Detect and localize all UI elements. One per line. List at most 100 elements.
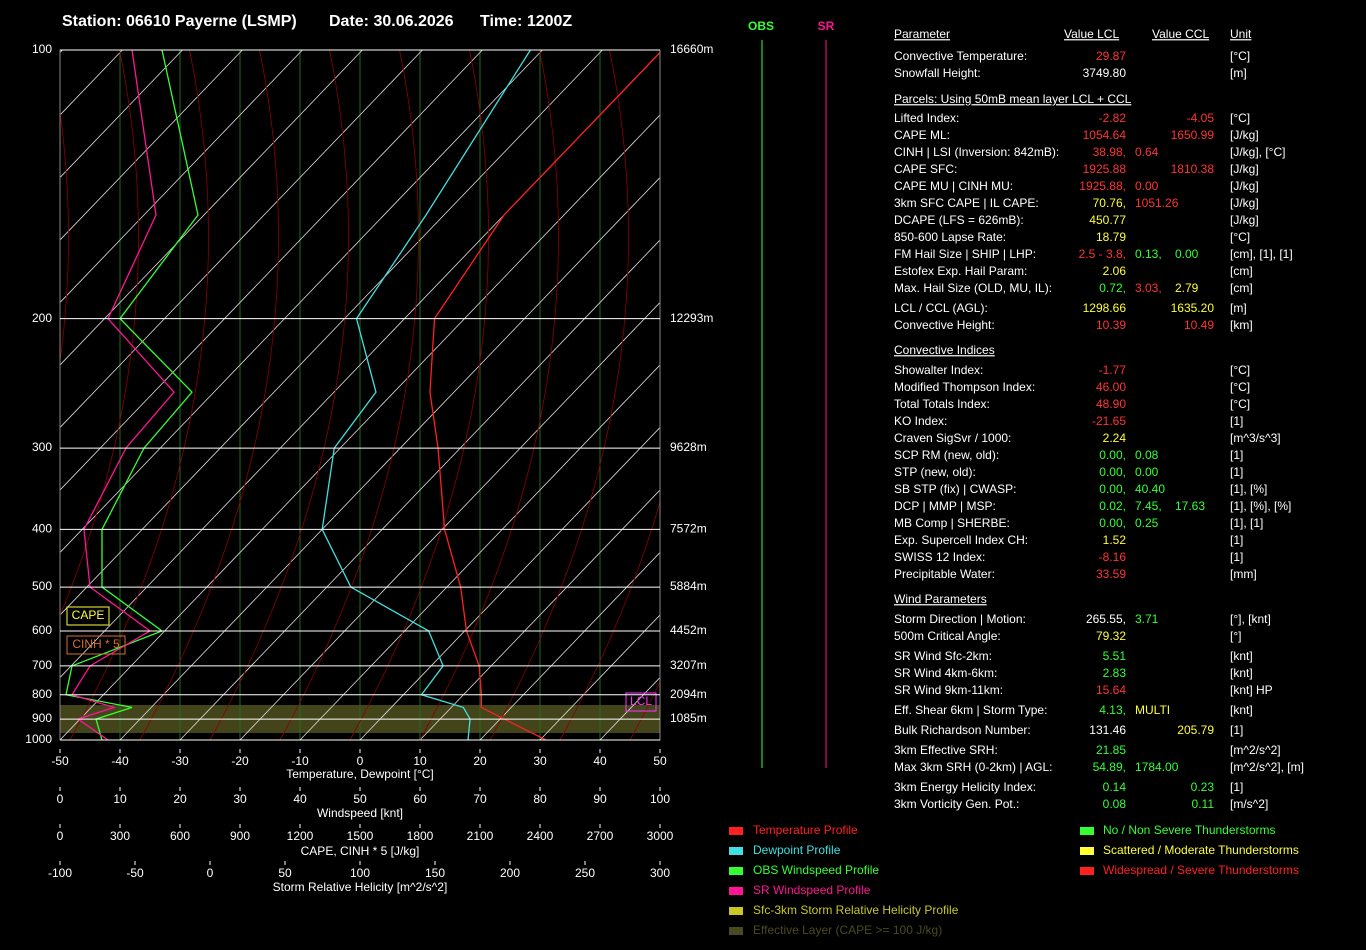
table-header: Value CCL	[1152, 27, 1209, 41]
value-lcl: 450.77	[1089, 213, 1126, 227]
pressure-label: 600	[32, 623, 52, 637]
height-label: 3207m	[670, 658, 707, 672]
value-lcl: 1.52	[1103, 533, 1127, 547]
value-lcl: 54.89,	[1093, 760, 1126, 774]
param-label: Modified Thompson Index:	[894, 380, 1035, 394]
axis-tick-label: 300	[650, 866, 670, 880]
axis-tick-label: 40	[293, 792, 307, 806]
value-lcl: 3.03,	[1135, 281, 1162, 295]
param-label: Lifted Index:	[894, 111, 959, 125]
value-lcl: 29.87	[1096, 49, 1126, 63]
param-label: MB Comp | SHERBE:	[894, 516, 1010, 530]
value-lcl: 0.08	[1103, 797, 1127, 811]
section-title: Parcels: Using 50mB mean layer LCL + CCL	[894, 92, 1132, 106]
param-label: CAPE MU | CINH MU:	[894, 179, 1013, 193]
legend-text: OBS Windspeed Profile	[753, 863, 879, 877]
cape-badge	[66, 606, 110, 626]
param-label: 3km Vorticity Gen. Pot.:	[894, 797, 1019, 811]
axis-tick-label: 80	[533, 792, 547, 806]
height-label: 4452m	[670, 623, 707, 637]
unit: [cm], [1], [1]	[1230, 247, 1293, 261]
isotherm	[119, 176, 660, 740]
height-label: 7572m	[670, 522, 707, 536]
isotherm	[359, 426, 660, 740]
value-lcl: 21.85	[1096, 743, 1126, 757]
unit: [J/kg]	[1230, 162, 1259, 176]
param-label: Showalter Index:	[894, 363, 983, 377]
value-lcl: 131.46	[1089, 723, 1126, 737]
value-lcl: 1784.00	[1135, 760, 1179, 774]
table-header: Value LCL	[1064, 27, 1119, 41]
param-label: LCL / CCL (AGL):	[894, 301, 988, 315]
legend-text: Temperature Profile	[753, 823, 858, 837]
value-lcl: 38.98,	[1093, 145, 1126, 159]
axis-tick-label: 150	[425, 866, 445, 880]
legend-text: SR Windspeed Profile	[753, 883, 871, 897]
isotherm	[239, 301, 660, 740]
axis-tick-label: -50	[51, 754, 69, 768]
isotherm	[479, 551, 660, 740]
unit: [1], [%]	[1230, 482, 1267, 496]
legend-text: Sfc-3km Storm Relative Helicity Profile	[753, 903, 959, 917]
param-label: Max 3km SRH (0-2km) | AGL:	[894, 760, 1052, 774]
unit: [knt]	[1230, 703, 1253, 717]
value-lcl: -21.65	[1092, 414, 1126, 428]
axis-tick-label: 1500	[347, 829, 374, 843]
value-lcl: 33.59	[1096, 567, 1126, 581]
axis-tick-label: 90	[593, 792, 607, 806]
axis-tick-label: -10	[291, 754, 309, 768]
value-ccl: 1650.99	[1171, 128, 1215, 142]
unit: [°C]	[1230, 363, 1250, 377]
axis-label: CAPE, CINH * 5 [J/kg]	[301, 844, 420, 858]
legend-swatch	[729, 827, 743, 835]
unit: [°]	[1230, 629, 1241, 643]
unit: [°C]	[1230, 49, 1250, 63]
param-label: CAPE ML:	[894, 128, 950, 142]
cape-badge-text: CAPE	[72, 608, 105, 622]
axis-tick-label: -20	[231, 754, 249, 768]
unit: [J/kg]	[1230, 128, 1259, 142]
legend-swatch	[729, 887, 743, 895]
dry-adiabat	[139, 50, 279, 740]
value-lcl: 265.55,	[1086, 612, 1126, 626]
value-lcl: 0.08	[1135, 448, 1159, 462]
param-label: Convective Height:	[894, 318, 995, 332]
isotherm	[60, 50, 423, 429]
time: Time: 1200Z	[480, 13, 572, 30]
value-lcl: 79.32	[1096, 629, 1126, 643]
value-lcl: 2.79	[1175, 281, 1199, 295]
value-lcl: 1925.88	[1083, 162, 1127, 176]
legend-swatch	[729, 867, 743, 875]
isotherm	[60, 50, 183, 179]
value-lcl: 0.00,	[1099, 482, 1126, 496]
table-header: Unit	[1230, 27, 1252, 41]
value-lcl: 3749.80	[1083, 66, 1127, 80]
dry-adiabat	[69, 50, 209, 740]
axis-tick-label: 250	[575, 866, 595, 880]
value-lcl: 3.71	[1135, 612, 1159, 626]
value-ccl: 0.23	[1191, 780, 1215, 794]
param-label: Estofex Exp. Hail Param:	[894, 264, 1027, 278]
sr-column-label: SR	[818, 19, 835, 33]
legend-text: Effective Layer (CAPE >= 100 J/kg)	[753, 923, 942, 937]
axis-tick-label: -40	[111, 754, 129, 768]
isotherm	[60, 50, 543, 554]
axis-tick-label: 600	[170, 829, 190, 843]
isotherm	[419, 489, 660, 740]
axis-tick-label: 70	[473, 792, 487, 806]
axis-tick-label: 10	[113, 792, 127, 806]
value-ccl: 205.79	[1177, 723, 1214, 737]
param-label: 3km SFC CAPE | IL CAPE:	[894, 196, 1039, 210]
param-label: SR Wind 4km-6km:	[894, 666, 997, 680]
value-lcl: 7.45,	[1135, 499, 1162, 513]
axis-label: Temperature, Dewpoint [°C]	[286, 767, 434, 781]
pressure-label: 800	[32, 687, 52, 701]
axis-tick-label: 1200	[287, 829, 314, 843]
pressure-label: 300	[32, 440, 52, 454]
value-lcl: 0.72,	[1099, 281, 1126, 295]
legend-swatch	[1080, 827, 1094, 835]
unit: [m/s^2]	[1230, 797, 1268, 811]
legend-text: Dewpoint Profile	[753, 843, 841, 857]
legend-swatch	[1080, 847, 1094, 855]
param-label: CINH | LSI (Inversion: 842mB):	[894, 145, 1059, 159]
